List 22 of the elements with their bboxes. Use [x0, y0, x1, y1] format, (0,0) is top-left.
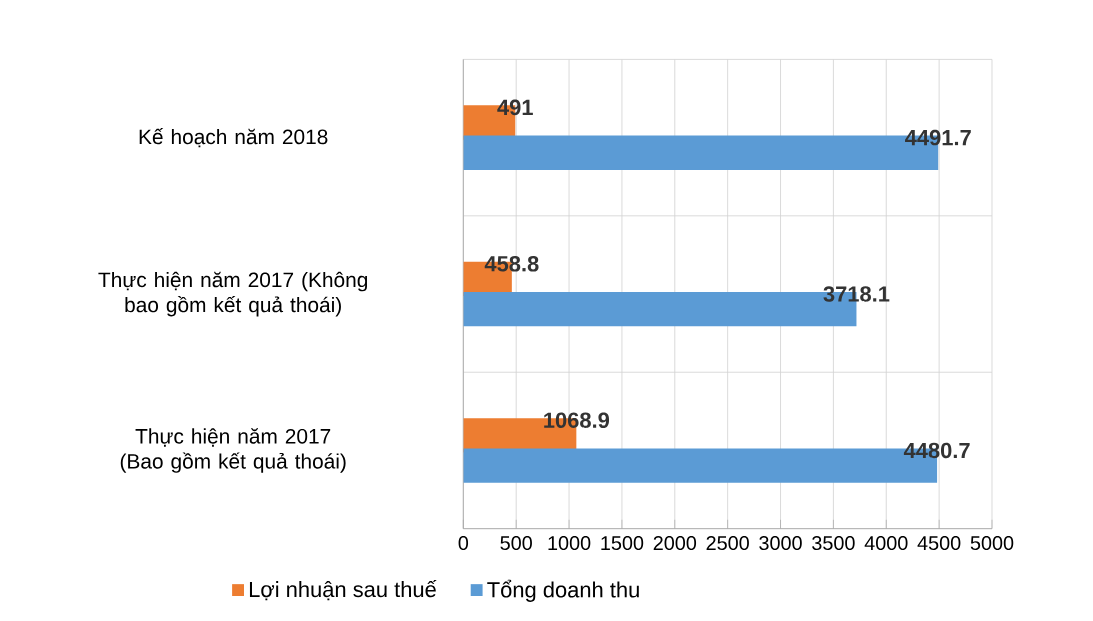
legend-label: Lợi nhuận sau thuế: [249, 580, 437, 601]
x-tick-label: 2500: [706, 536, 749, 551]
x-tick-label: 500: [500, 536, 532, 551]
legend-label: Tổng doanh thu: [487, 579, 639, 603]
data-label: 491: [497, 99, 533, 116]
x-tick-label: 5000: [970, 536, 1014, 551]
x-tick-label: 1500: [601, 536, 644, 551]
data-label: 3718.1: [823, 286, 890, 302]
x-tick-label: 0: [458, 536, 469, 551]
x-tick-label: 4500: [917, 536, 961, 551]
data-label: 4491.7: [905, 129, 971, 146]
x-tick-label: 1000: [548, 536, 591, 551]
y-tick-label: Kế hoạch năm 2018: [139, 128, 328, 148]
data-label: 1068.9: [544, 412, 610, 429]
data-label: 4480.7: [903, 442, 970, 459]
x-tick-label: 3000: [759, 536, 802, 551]
y-tick-label: Thực hiện năm 2017 (Không bao gồm kết quả thoái): [98, 271, 368, 317]
x-tick-label: 4000: [864, 536, 908, 551]
data-label: 458.8: [484, 256, 539, 272]
x-tick-label: 2000: [653, 536, 697, 551]
x-tick-label: 3500: [812, 536, 855, 551]
y-tick-label: Thực hiện năm 2017 (Bao gồm kết quả thoái): [120, 428, 346, 473]
